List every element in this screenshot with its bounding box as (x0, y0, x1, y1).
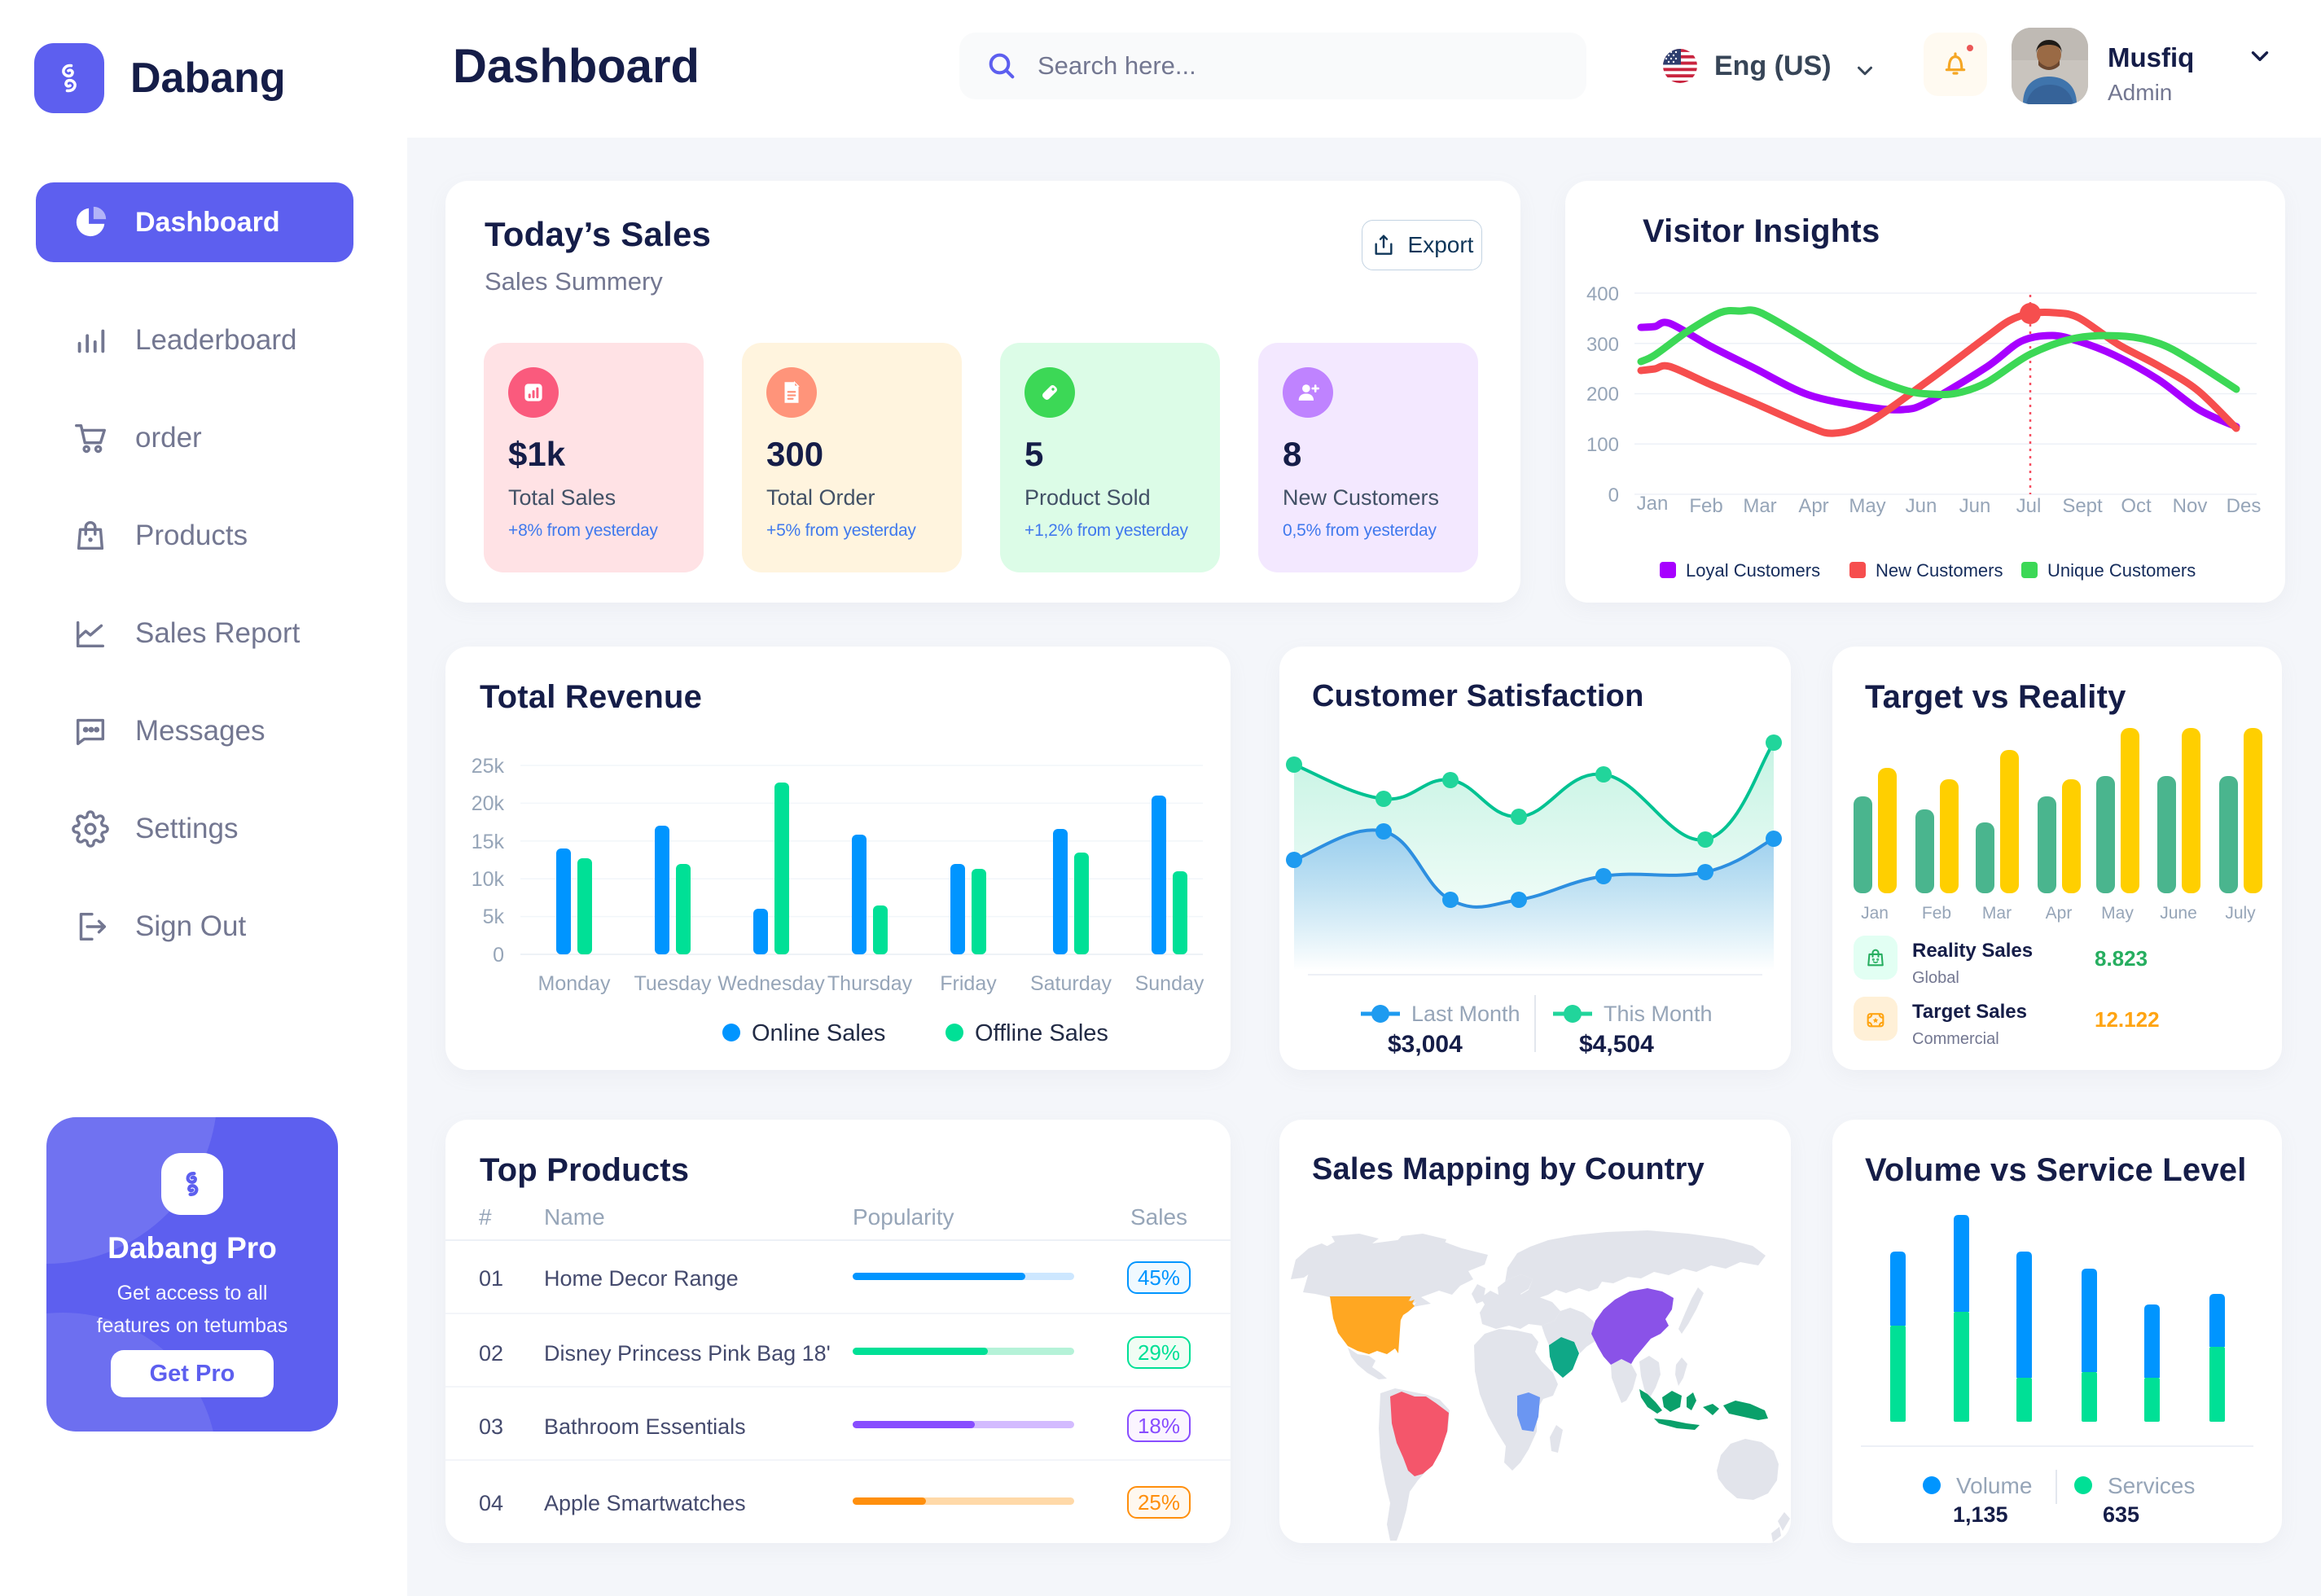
svg-text:Jun: Jun (1906, 495, 1937, 517)
svg-text:Apr: Apr (1798, 495, 1828, 517)
svg-text:Sept: Sept (2062, 495, 2103, 517)
svg-text:June: June (2160, 904, 2197, 923)
svg-text:Feb: Feb (1922, 904, 1951, 923)
svg-text:Mar: Mar (1743, 495, 1776, 517)
svg-text:Wednesday: Wednesday (717, 972, 825, 995)
svg-text:Apr: Apr (2046, 904, 2073, 923)
svg-text:Oct: Oct (2121, 495, 2152, 517)
svg-text:Saturday: Saturday (1030, 972, 1112, 995)
svg-text:Friday: Friday (940, 972, 997, 995)
svg-text:Nov: Nov (2173, 495, 2208, 517)
svg-text:0: 0 (493, 944, 504, 967)
svg-text:635: 635 (2103, 1502, 2139, 1527)
svg-text:$3,004: $3,004 (1388, 1031, 1463, 1058)
svg-text:5k: 5k (483, 905, 505, 928)
svg-text:Unique Customers: Unique Customers (2047, 560, 2196, 581)
svg-text:0: 0 (1608, 484, 1619, 506)
svg-text:Tuesday: Tuesday (634, 972, 712, 995)
svg-text:25k: 25k (472, 755, 505, 778)
svg-text:Thursday: Thursday (827, 972, 913, 995)
svg-text:10k: 10k (472, 868, 505, 891)
svg-text:This Month: This Month (1604, 1002, 1713, 1026)
svg-text:Volume: Volume (1956, 1473, 2032, 1498)
svg-text:July: July (2225, 904, 2256, 923)
svg-text:Last Month: Last Month (1411, 1002, 1520, 1026)
svg-text:1,135: 1,135 (1953, 1502, 2008, 1527)
svg-text:Online Sales: Online Sales (752, 1020, 885, 1046)
svg-text:May: May (2101, 904, 2134, 923)
svg-text:Loyal Customers: Loyal Customers (1686, 560, 1820, 581)
svg-text:Offline Sales: Offline Sales (975, 1020, 1108, 1046)
svg-text:Jun: Jun (1959, 495, 1991, 517)
svg-text:Jan: Jan (1861, 904, 1889, 923)
svg-text:400: 400 (1586, 283, 1619, 305)
svg-text:Jul: Jul (2016, 495, 2042, 517)
svg-text:100: 100 (1586, 434, 1619, 456)
svg-text:New Customers: New Customers (1876, 560, 2003, 581)
svg-text:Services: Services (2108, 1473, 2195, 1498)
svg-text:300: 300 (1586, 334, 1619, 356)
svg-text:$4,504: $4,504 (1579, 1031, 1654, 1058)
svg-text:Mar: Mar (1982, 904, 2012, 923)
svg-text:20k: 20k (472, 792, 505, 815)
svg-text:Feb: Feb (1689, 495, 1722, 517)
svg-text:Sunday: Sunday (1135, 972, 1204, 995)
svg-text:May: May (1849, 495, 1885, 517)
svg-text:Des: Des (2227, 495, 2262, 517)
svg-text:Jan: Jan (1637, 493, 1669, 515)
svg-text:15k: 15k (472, 831, 505, 853)
svg-text:Monday: Monday (538, 972, 611, 995)
svg-text:200: 200 (1586, 384, 1619, 406)
